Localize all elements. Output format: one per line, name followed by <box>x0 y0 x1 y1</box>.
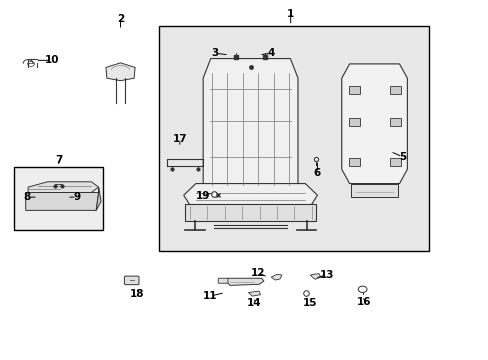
Polygon shape <box>341 64 407 184</box>
Polygon shape <box>26 193 99 210</box>
Bar <box>351 184 397 197</box>
Text: 10: 10 <box>45 55 60 65</box>
Polygon shape <box>28 182 99 193</box>
Polygon shape <box>224 278 264 285</box>
Bar <box>389 118 400 126</box>
Bar <box>185 204 316 221</box>
Text: 11: 11 <box>203 291 217 301</box>
Text: 5: 5 <box>398 152 406 162</box>
Polygon shape <box>271 274 282 280</box>
Bar <box>348 118 359 126</box>
Bar <box>348 158 359 166</box>
Bar <box>389 158 400 166</box>
Text: 16: 16 <box>356 297 370 307</box>
Polygon shape <box>203 59 297 189</box>
Text: 19: 19 <box>196 191 210 201</box>
Text: 6: 6 <box>313 168 321 178</box>
Bar <box>159 26 428 251</box>
Polygon shape <box>248 291 260 296</box>
Polygon shape <box>309 274 320 279</box>
Text: 1: 1 <box>286 9 294 19</box>
Text: 13: 13 <box>319 270 334 280</box>
Text: 2: 2 <box>117 14 124 24</box>
Bar <box>14 167 103 230</box>
Text: 4: 4 <box>267 48 274 58</box>
Text: 15: 15 <box>302 298 317 308</box>
Polygon shape <box>96 187 101 210</box>
Text: 3: 3 <box>211 48 219 58</box>
Polygon shape <box>183 184 317 207</box>
Bar <box>348 86 359 94</box>
Text: 9: 9 <box>73 192 80 202</box>
Text: 14: 14 <box>246 298 261 308</box>
Text: 18: 18 <box>130 289 144 298</box>
FancyBboxPatch shape <box>124 276 139 285</box>
Bar <box>389 86 400 94</box>
Text: 17: 17 <box>172 134 187 144</box>
Text: 7: 7 <box>55 156 62 165</box>
Text: 8: 8 <box>23 192 30 202</box>
Polygon shape <box>106 63 135 81</box>
Text: 12: 12 <box>250 268 265 278</box>
FancyBboxPatch shape <box>218 278 227 283</box>
